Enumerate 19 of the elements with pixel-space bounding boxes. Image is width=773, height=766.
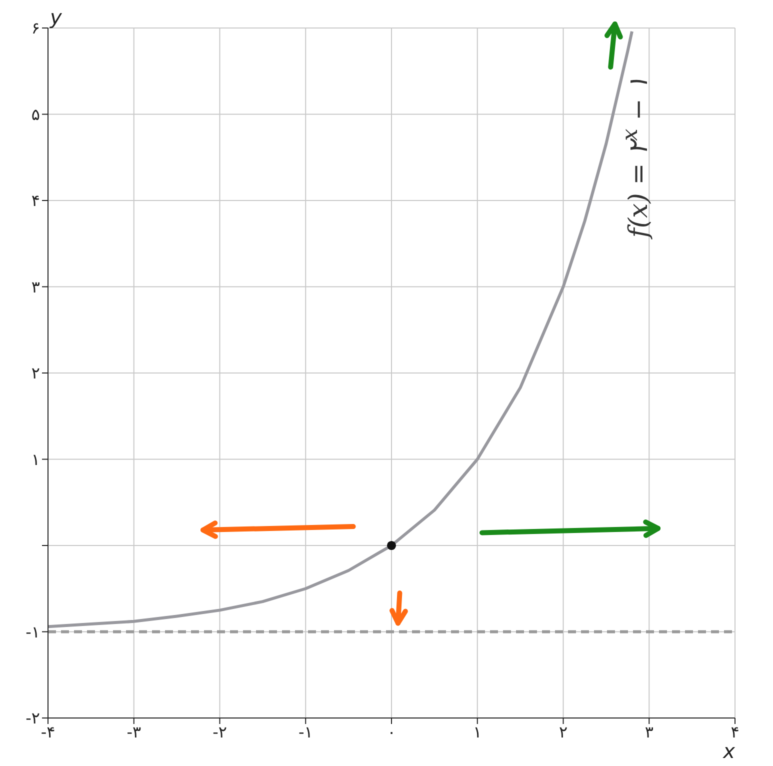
y-axis-title: y xyxy=(49,5,63,30)
x-tick-label: -۳ xyxy=(126,722,142,742)
y-tick-label: ۲ xyxy=(31,364,40,383)
x-tick-label: -۲ xyxy=(212,722,227,742)
y-tick-label: ۵ xyxy=(31,104,40,124)
x-tick-label: ۲ xyxy=(558,722,568,742)
y-tick-label: -۱ xyxy=(26,622,40,642)
y-tick-label: ۱ xyxy=(31,450,40,469)
x-axis-title: x xyxy=(722,739,736,763)
x-tick-label: ۰ xyxy=(387,722,396,742)
x-tick-label: ۱ xyxy=(473,722,482,742)
y-tick-label: ۶ xyxy=(31,18,40,38)
x-tick-label: ۴ xyxy=(730,722,740,742)
y-tick-label: ۳ xyxy=(31,277,40,296)
y-tick-label: ۴ xyxy=(31,191,40,210)
y-tick-label: -۲ xyxy=(26,708,40,728)
x-tick-label: ۳ xyxy=(644,722,654,742)
x-tick-label: -۴ xyxy=(40,722,56,742)
x-tick-label: -۱ xyxy=(298,722,313,742)
